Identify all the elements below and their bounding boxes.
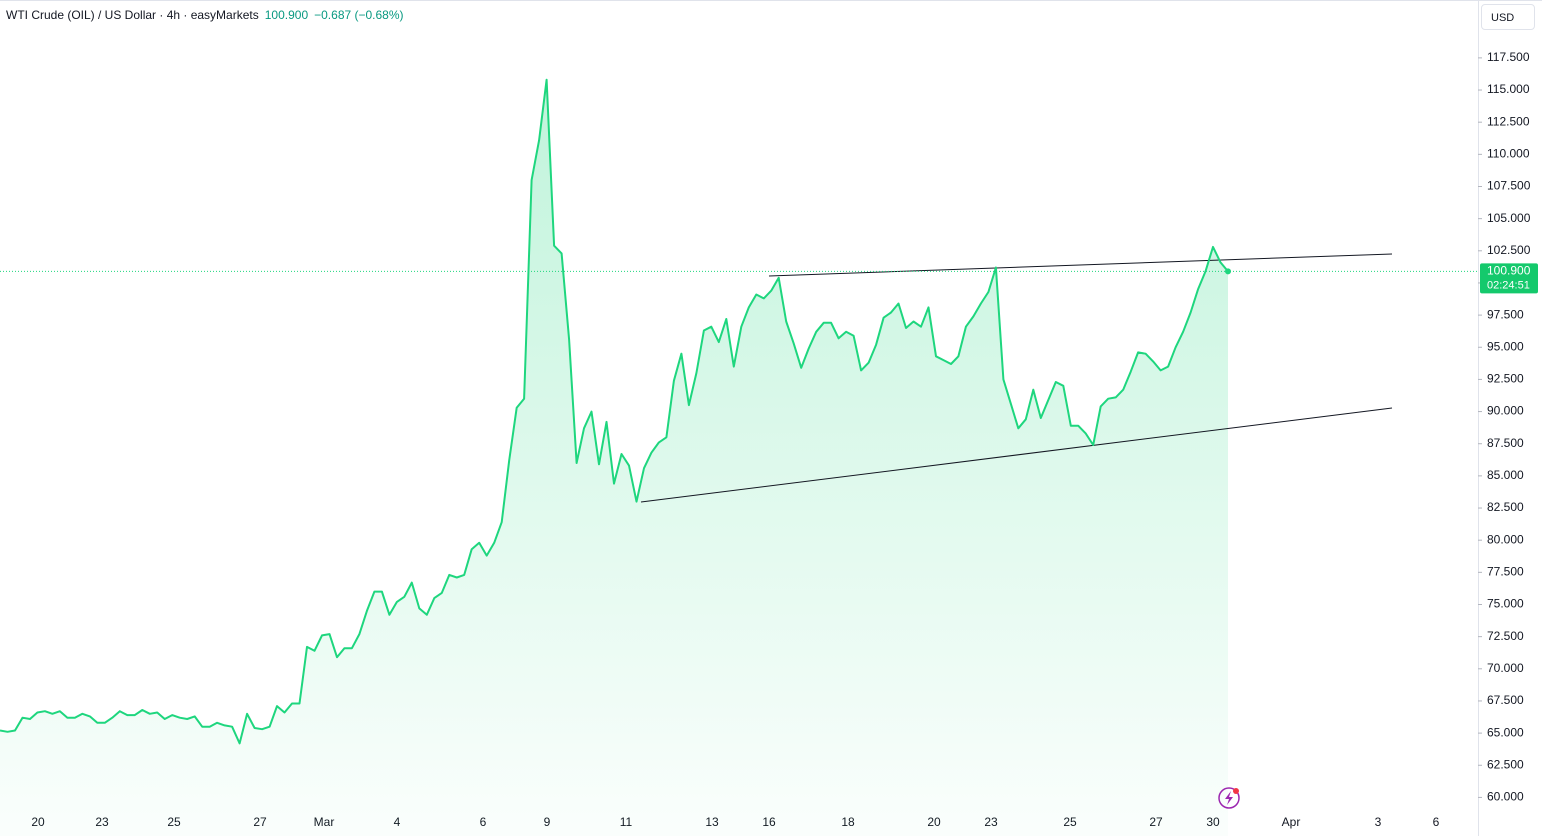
symbol-title: WTI Crude (OIL) / US Dollar · 4h · easyM… xyxy=(6,8,259,22)
alert-icon xyxy=(1218,787,1240,809)
price: 100.900 xyxy=(264,8,309,22)
area-fill xyxy=(0,79,1228,836)
x-tick-label: 6 xyxy=(1433,815,1440,829)
alert-bolt xyxy=(1225,791,1233,805)
y-tick-label: 107.500 xyxy=(1487,179,1531,193)
y-tick-label: 115.000 xyxy=(1487,82,1530,96)
x-tick-label: Apr xyxy=(1282,815,1301,829)
y-tick-label: 75.000 xyxy=(1487,597,1524,611)
alert-dot xyxy=(1233,788,1239,794)
x-tick-label: 3 xyxy=(1375,815,1382,829)
last-point xyxy=(1225,268,1231,275)
y-tick-label: 77.500 xyxy=(1487,565,1524,579)
y-tick-label: 90.000 xyxy=(1487,404,1524,418)
y-tick-label: 67.500 xyxy=(1487,693,1524,707)
price-tag-label: 100.900 xyxy=(1487,264,1531,278)
y-tick-label: 102.500 xyxy=(1487,243,1531,257)
y-tick-label: 82.500 xyxy=(1487,500,1524,514)
price-tag xyxy=(1480,263,1538,294)
y-tick-label: 65.000 xyxy=(1487,725,1524,739)
countdown: 02:24:51 xyxy=(1487,279,1530,291)
y-tick-label: 95.000 xyxy=(1487,339,1524,353)
trend-line-upper xyxy=(768,253,1393,277)
y-tick-label: 80.000 xyxy=(1487,532,1524,546)
y-tick-label: 105.000 xyxy=(1487,211,1531,225)
currency-button[interactable]: USD xyxy=(1481,4,1535,30)
y-tick-label: 110.000 xyxy=(1487,147,1530,161)
y-tick-label: 92.500 xyxy=(1487,372,1524,386)
y-tick-label: 87.500 xyxy=(1487,436,1524,450)
y-tick-label: 97.500 xyxy=(1487,307,1524,321)
price-line xyxy=(0,78,1229,745)
y-tick-label: 70.000 xyxy=(1487,661,1524,675)
y-tick-label: 112.500 xyxy=(1487,114,1530,128)
y-tick-label: 72.500 xyxy=(1487,629,1524,643)
change: −0.687 (−0.68%) xyxy=(314,8,404,22)
y-tick-label: 117.500 xyxy=(1487,50,1530,64)
symbol-header: WTI Crude (OIL) / US Dollar · 4h · easyM… xyxy=(6,8,404,22)
y-tick-label: 62.500 xyxy=(1487,757,1524,771)
y-tick-label: 60.000 xyxy=(1487,790,1524,804)
trend-line-lower xyxy=(640,407,1393,503)
y-tick-label: 85.000 xyxy=(1487,468,1524,482)
